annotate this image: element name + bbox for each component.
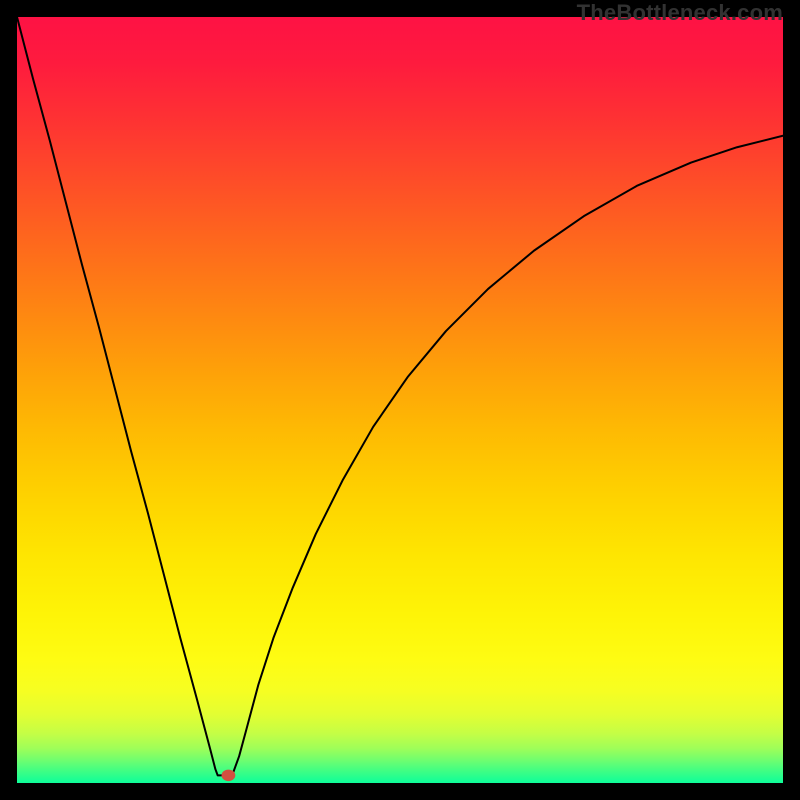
watermark-text: TheBottleneck.com [577,0,783,26]
plot-area [17,17,783,783]
gradient-background [17,17,783,783]
bottleneck-chart: TheBottleneck.com [0,0,800,800]
optimal-point-marker [222,770,236,782]
